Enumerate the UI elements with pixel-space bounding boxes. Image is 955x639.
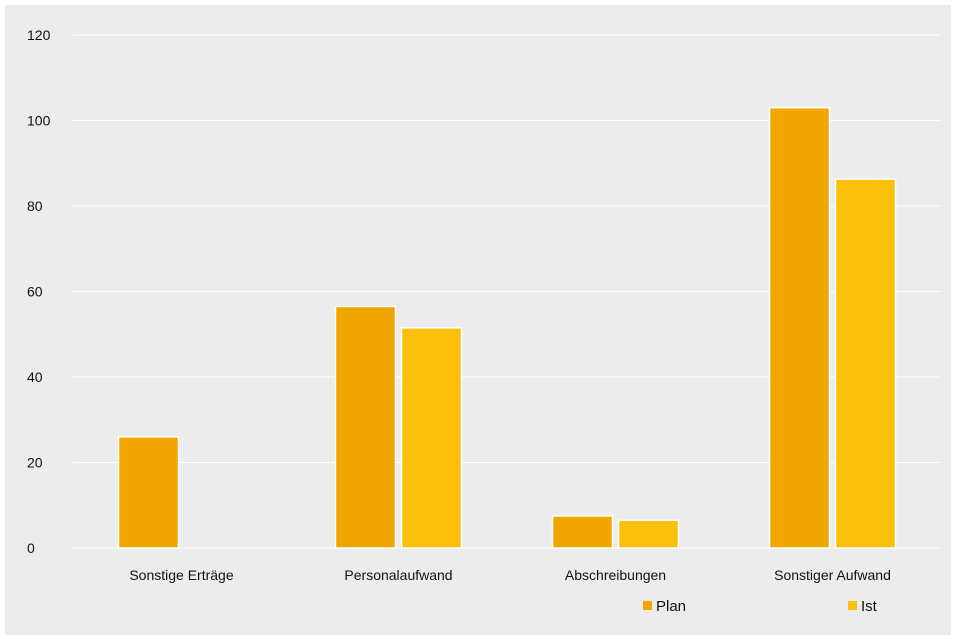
bar-plan-3 <box>768 106 831 549</box>
y-tick-label: 0 <box>27 540 35 556</box>
bars <box>117 106 897 549</box>
y-tick-label: 100 <box>27 113 51 129</box>
legend-label-ist: Ist <box>861 598 878 615</box>
y-tick-label: 80 <box>27 198 43 214</box>
legend: Plan Ist <box>643 598 878 615</box>
bar-plan-0 <box>117 436 180 549</box>
y-tick-label: 60 <box>27 284 43 300</box>
chart-panel: 0 20 40 60 80 100 120 Sonstige Erträge Personal… <box>5 5 951 635</box>
y-tick-label: 120 <box>27 27 51 43</box>
legend-swatch-ist <box>848 601 857 610</box>
x-axis-categories: Sonstige Erträge Personalaufwand Abschreib… <box>129 567 891 583</box>
gridlines <box>73 34 941 549</box>
legend-label-plan: Plan <box>656 598 686 615</box>
y-tick-label: 40 <box>27 369 43 385</box>
bar-chart: 0 20 40 60 80 100 120 Sonstige Erträge Personal… <box>27 27 941 615</box>
bar-plan-2 <box>551 515 614 549</box>
x-category-label: Personalaufwand <box>344 567 452 583</box>
bar-plan-1 <box>334 305 397 549</box>
y-tick-label: 20 <box>27 455 43 471</box>
bar-ist-2 <box>617 519 680 549</box>
bar-ist-3 <box>834 178 897 549</box>
x-category-label: Sonstiger Aufwand <box>774 567 891 583</box>
x-category-label: Sonstige Erträge <box>129 567 233 583</box>
x-category-label: Abschreibungen <box>565 567 666 583</box>
bar-ist-1 <box>400 327 463 549</box>
legend-swatch-plan <box>643 601 652 610</box>
y-axis-ticks: 0 20 40 60 80 100 120 <box>27 27 51 556</box>
